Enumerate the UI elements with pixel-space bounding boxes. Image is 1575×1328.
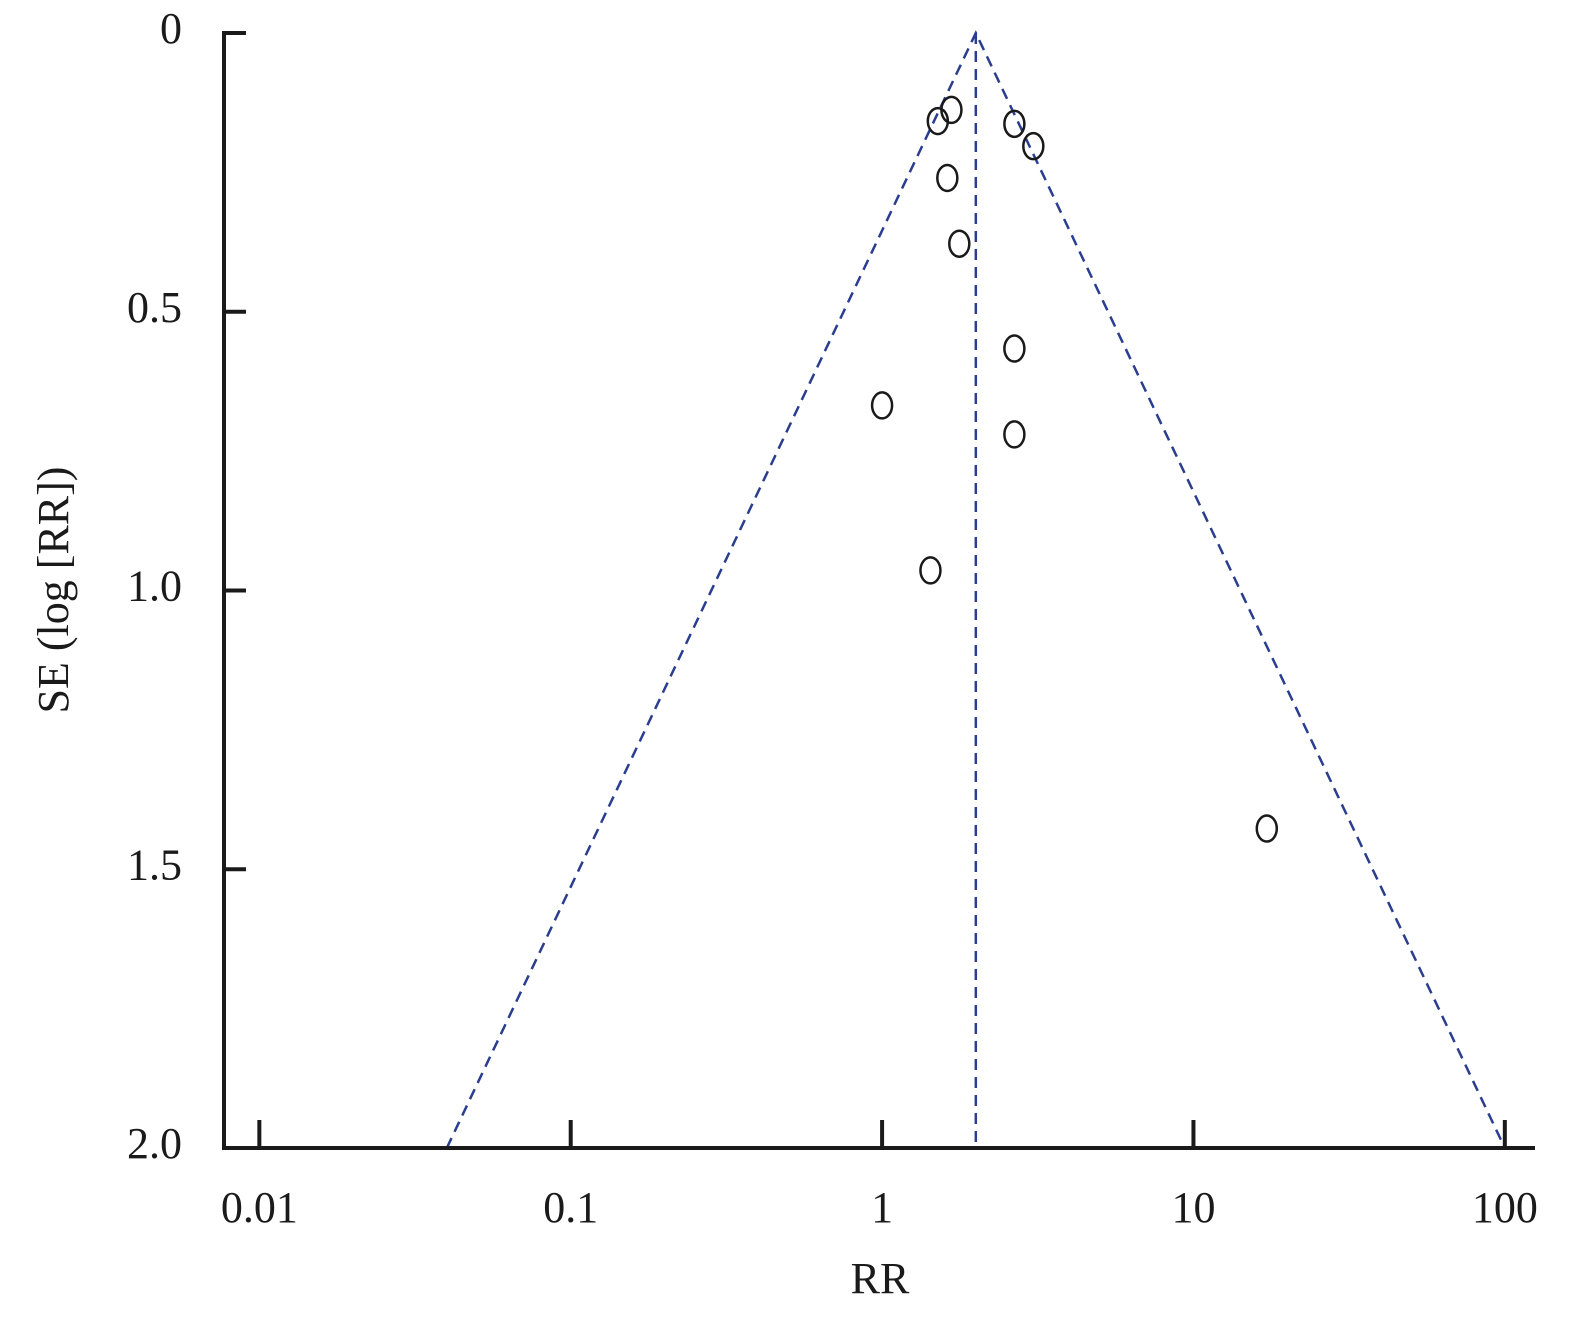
- y-tick-label: 0.5: [127, 283, 182, 332]
- study-point: [940, 95, 963, 125]
- x-tick-label: 10: [1171, 1183, 1215, 1232]
- x-tick-label: 100: [1472, 1183, 1538, 1232]
- x-tick-label: 1: [871, 1183, 893, 1232]
- x-tick-label: 0.01: [221, 1183, 298, 1232]
- study-point: [870, 391, 894, 420]
- study-point: [1022, 131, 1045, 161]
- study-point: [919, 556, 942, 585]
- study-point: [1003, 334, 1026, 363]
- study-point: [1255, 814, 1279, 843]
- y-tick-label: 2.0: [127, 1119, 182, 1168]
- study-point: [1003, 109, 1026, 139]
- study-point: [948, 229, 971, 258]
- x-axis-label: RR: [851, 1254, 910, 1303]
- study-point: [1003, 420, 1026, 449]
- study-point: [936, 163, 959, 193]
- y-tick-label: 0: [160, 4, 182, 53]
- x-tick-label: 0.1: [543, 1183, 598, 1232]
- y-tick-label: 1.5: [127, 840, 182, 889]
- y-tick-label: 1.0: [127, 562, 182, 611]
- y-axis-label: SE (log [RR]): [29, 467, 78, 714]
